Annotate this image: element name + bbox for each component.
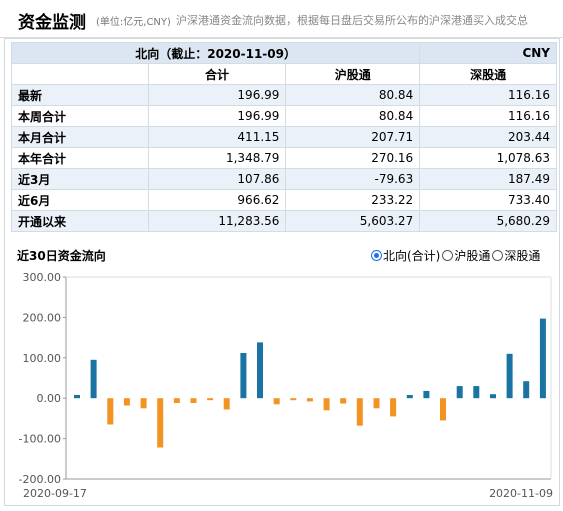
radio-label: 北向(合计) [383,249,441,263]
flow-bar [157,398,164,448]
table-row: 近3月 107.86 -79.63 187.49 [11,168,557,190]
flow-bar [490,394,496,399]
flow-bar [523,381,530,399]
cell-value: 187.49 [419,168,557,190]
radio-label: 沪股通 [454,249,491,263]
page-description: 沪深港通资金流向数据，根据每日盘后交易所公布的沪深港通买入成交总 [176,14,528,27]
flow-bar [207,398,214,401]
flow-bar [190,398,197,403]
cell-value: 5,603.27 [285,210,421,232]
table-title: 北向（截止：2020-11-09） [10,42,421,64]
flow-bar [257,342,263,399]
flow-bar [107,398,114,425]
flow-bar [123,398,130,406]
row-label: 近6月 [11,189,149,211]
cell-value: 107.86 [147,168,287,190]
x-end-label: 2020-11-09 [489,487,553,500]
table-row: 本周合计 196.99 80.84 116.16 [11,105,557,127]
flow-bar [240,353,247,399]
cell-value: 1,348.79 [147,147,287,169]
y-tick-label: 300.00 [23,271,62,284]
row-label: 近3月 [11,168,149,190]
flow-bar [223,398,230,410]
flow-bar [356,398,363,426]
cell-value: 116.16 [419,84,557,106]
cell-value: 196.99 [147,105,287,127]
flow-bar [173,398,180,403]
column-header-shenzhen: 深股通 [419,63,557,85]
cell-value: -79.63 [285,168,421,190]
cell-value: 270.16 [285,147,421,169]
flow-bar [140,398,147,409]
flow-bar [74,395,80,399]
flow-bar [406,395,413,399]
flow-bar [373,398,380,409]
flow-bar [423,390,430,399]
y-tick-label: 100.00 [23,352,62,365]
flow-bar [506,353,513,399]
flow-bar [306,398,313,402]
chart-title: 近30日资金流向 [17,249,106,263]
cell-value: 411.15 [147,126,287,148]
row-label: 开通以来 [11,210,149,232]
table-row: 本年合计 1,348.79 270.16 1,078.63 [11,147,557,169]
row-label: 本月合计 [11,126,149,148]
page-title: 资金监测 [18,13,86,33]
y-tick-label: 200.00 [23,311,62,324]
flow-bar [539,318,546,399]
flow-bar [390,398,397,417]
row-label: 本年合计 [11,147,149,169]
radio-northbound-total[interactable]: 北向(合计) [371,247,440,264]
y-tick-label: -200.00 [19,473,61,486]
y-tick-label: -100.00 [19,433,61,446]
header-empty [11,63,149,85]
cell-value: 207.71 [285,126,421,148]
currency-label: CNY [419,42,557,64]
unit-note: (单位:亿元,CNY) [96,17,171,28]
table-header-row: 合计 沪股通 深股通 [11,63,557,85]
capital-flow-chart: 300.00200.00100.000.00-100.00-200.002020… [19,271,553,500]
cell-value: 966.62 [147,189,287,211]
flow-bar [273,398,280,405]
radio-shanghai-connect[interactable]: 沪股通 [442,247,490,264]
flow-bar [473,386,480,399]
row-label: 最新 [11,84,149,106]
northbound-table: 北向（截止：2020-11-09） CNY 合计 沪股通 深股通 最新 196.… [10,42,557,232]
table-row: 最新 196.99 80.84 116.16 [11,84,557,106]
column-header-total: 合计 [147,63,287,85]
radio-label: 深股通 [504,249,541,263]
flow-bar [290,398,297,401]
cell-value: 233.22 [285,189,421,211]
column-header-shanghai: 沪股通 [285,63,421,85]
flow-bar [90,359,97,399]
table-row: 开通以来 11,283.56 5,603.27 5,680.29 [11,210,557,232]
y-tick-label: 0.00 [37,392,62,405]
cell-value: 80.84 [285,84,421,106]
cell-value: 116.16 [419,105,557,127]
table-row: 近6月 966.62 233.22 733.40 [11,189,557,211]
table-row: 本月合计 411.15 207.71 203.44 [11,126,557,148]
flow-bar [323,398,330,411]
series-selector: 北向(合计) 沪股通 深股通 [371,247,540,264]
table-title-row: 北向（截止：2020-11-09） CNY [10,42,557,64]
x-start-label: 2020-09-17 [23,487,87,500]
row-label: 本周合计 [11,105,149,127]
cell-value: 5,680.29 [419,210,557,232]
flow-bar [340,398,347,404]
cell-value: 11,283.56 [147,210,287,232]
radio-unchecked-icon[interactable] [442,250,454,261]
cell-value: 203.44 [419,126,557,148]
capital-flow-panel: 北向（截止：2020-11-09） CNY 合计 沪股通 深股通 最新 196.… [4,38,560,506]
cell-value: 1,078.63 [419,147,557,169]
flow-bar [440,398,446,421]
page-header: 资金监测 (单位:亿元,CNY) 沪深港通资金流向数据，根据每日盘后交易所公布的… [0,0,563,38]
cell-value: 733.40 [419,189,557,211]
cell-value: 80.84 [285,105,421,127]
radio-shenzhen-connect[interactable]: 深股通 [492,247,540,264]
radio-checked-icon[interactable] [371,250,382,261]
flow-bar [456,386,463,399]
cell-value: 196.99 [147,84,287,106]
radio-unchecked-icon[interactable] [492,250,504,261]
